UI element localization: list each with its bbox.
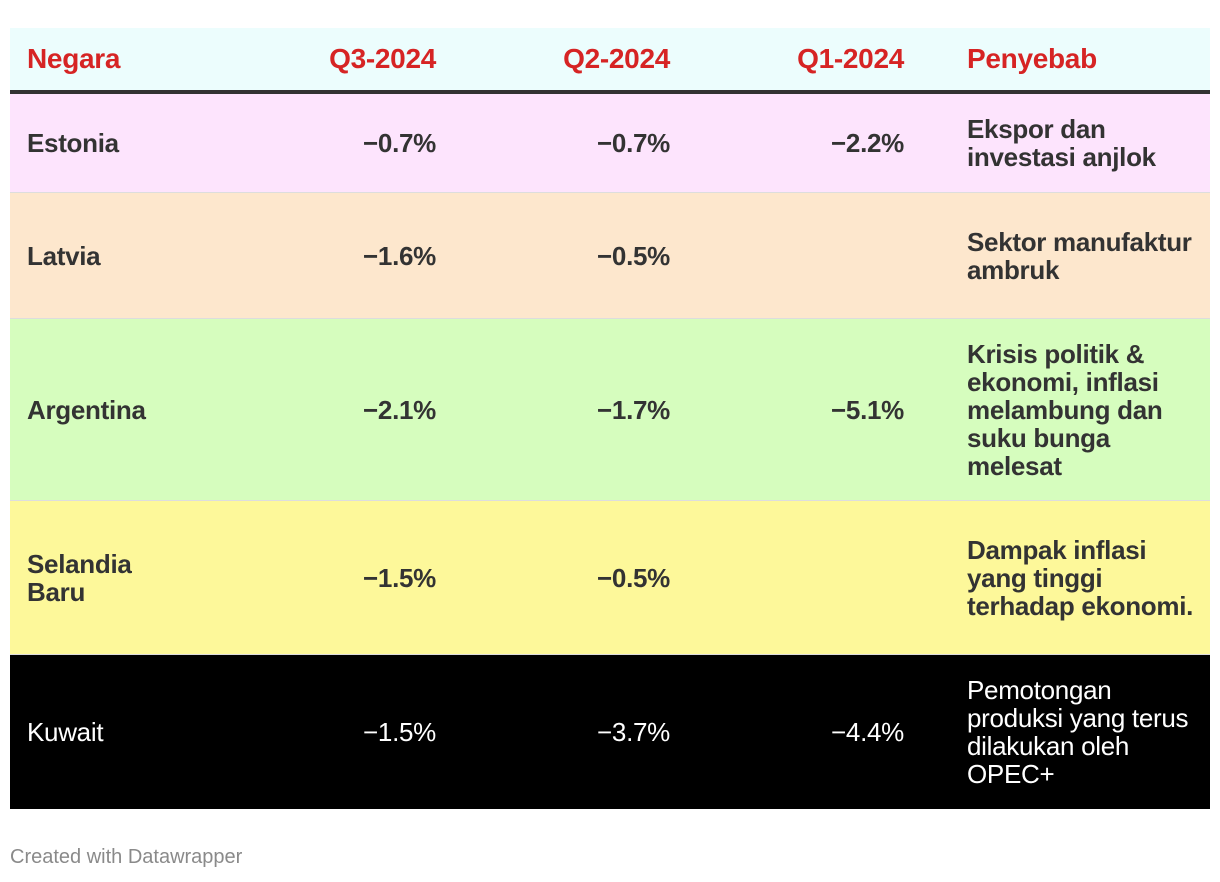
table-row: Latvia −1.6% −0.5% Sektor manufaktur amb… [10, 193, 1210, 319]
cell-q3-2024: −2.1% [363, 394, 436, 425]
column-header-q3-2024[interactable]: Q3-2024 [329, 43, 436, 74]
table-row: Argentina −2.1% −1.7% −5.1% Krisis polit… [10, 319, 1210, 501]
cell-q2-2024: −1.7% [597, 394, 670, 425]
column-header-q1-2024[interactable]: Q1-2024 [797, 43, 904, 74]
column-header-negara[interactable]: Negara [27, 43, 121, 74]
cell-q3-2024: −1.6% [363, 240, 436, 271]
table-header-row: Negara Q3-2024 Q2-2024 Q1-2024 Penyebab [10, 28, 1210, 94]
cell-negara: Selandia Baru [27, 548, 132, 607]
cell-penyebab: Dampak inflasi yang tinggi terhadap ekon… [967, 534, 1194, 621]
column-header-penyebab[interactable]: Penyebab [967, 43, 1097, 74]
cell-penyebab: Sektor manufaktur ambruk [967, 226, 1192, 285]
cell-penyebab: Ekspor dan investasi anjlok [967, 114, 1156, 172]
cell-q1-2024: −5.1% [831, 394, 904, 425]
table-row: Kuwait −1.5% −3.7% −4.4% Pemotongan prod… [10, 655, 1210, 809]
cell-q2-2024: −0.7% [597, 128, 670, 158]
cell-q2-2024: −3.7% [597, 717, 670, 747]
datawrapper-credit: Created with Datawrapper [10, 846, 243, 868]
column-header-q2-2024[interactable]: Q2-2024 [563, 43, 670, 74]
cell-negara: Estonia [27, 128, 119, 158]
cell-q2-2024: −0.5% [597, 562, 670, 593]
cell-penyebab: Krisis politik & ekonomi, inflasi melamb… [967, 338, 1163, 481]
cell-q3-2024: −1.5% [363, 562, 436, 593]
cell-negara: Argentina [27, 394, 146, 425]
data-table: Negara Q3-2024 Q2-2024 Q1-2024 Penyebab … [10, 28, 1210, 809]
table-row: Selandia Baru −1.5% −0.5% Dampak inflasi… [10, 501, 1210, 655]
cell-q3-2024: −0.7% [363, 128, 436, 158]
cell-q1-2024: −2.2% [831, 128, 904, 158]
cell-negara: Latvia [27, 240, 101, 271]
cell-q1-2024: −4.4% [831, 717, 904, 747]
table-row: Estonia −0.7% −0.7% −2.2% Ekspor dan inv… [10, 94, 1210, 193]
cell-penyebab: Pemotongan produksi yang terus dilakukan… [967, 675, 1189, 789]
cell-negara: Kuwait [27, 717, 104, 747]
cell-q2-2024: −0.5% [597, 240, 670, 271]
cell-q3-2024: −1.5% [363, 717, 436, 747]
